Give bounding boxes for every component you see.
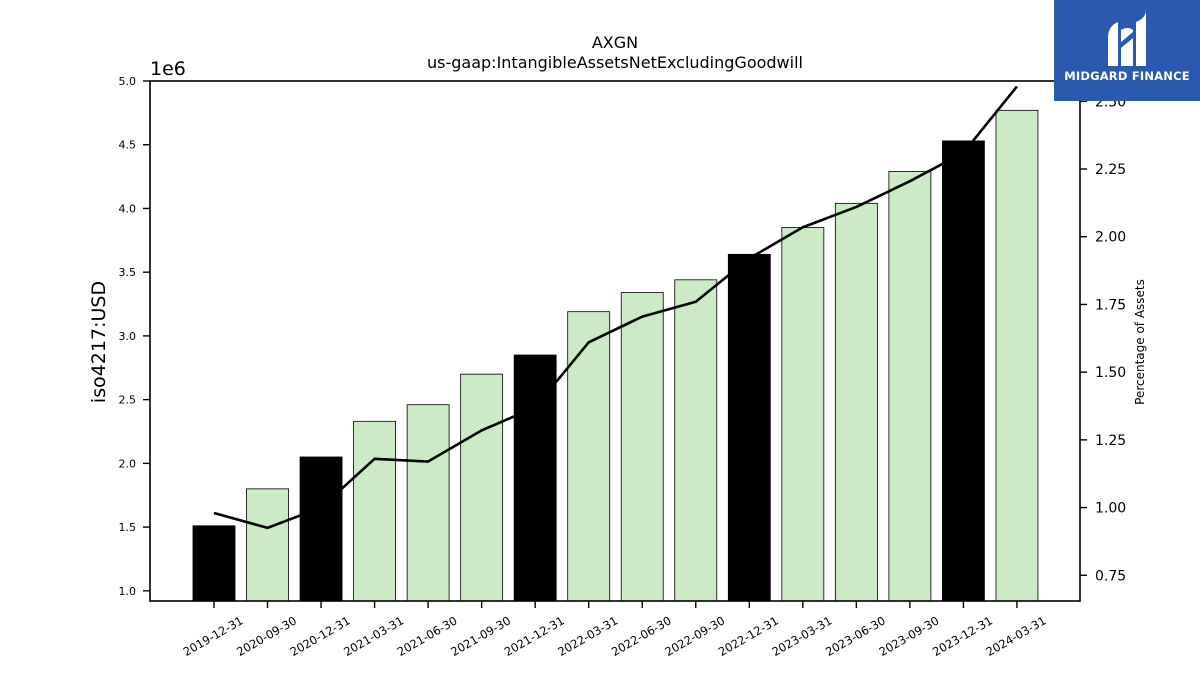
y-tick-label: 2.0 [119,457,137,470]
x-tick-label: 2019-12-31 [181,613,246,659]
bar [620,292,664,602]
percentage-line-group [213,85,1018,530]
bar [888,171,932,602]
bar [781,227,825,602]
y-tick-label: 1.0 [119,585,137,598]
y-axis-label: iso4217:USD [88,281,110,403]
bar [406,404,450,602]
y-offset-text: 1e6 [150,58,186,80]
bar [942,140,985,602]
y2-tick-label: 0.75 [1095,568,1126,584]
bar [353,420,396,602]
x-tick-label: 2021-12-31 [502,613,567,659]
bar [567,311,611,602]
plot-frame [149,80,1081,602]
midgard-logo-icon [1108,10,1146,66]
bars-group [192,109,1039,602]
bar [460,373,504,602]
chart-subtitle: us-gaap:IntangibleAssetsNetExcludingGood… [427,53,803,72]
y-tick-label: 4.5 [119,139,137,152]
y-tick-label: 1.5 [119,521,137,534]
y2-tick-label: 1.75 [1095,297,1126,313]
bar [674,279,718,602]
y2-tick-label: 1.00 [1095,501,1126,517]
bar [727,253,771,602]
x-tick-label: 2023-09-30 [877,613,942,659]
x-tick-label: 2021-09-30 [448,613,513,659]
x-tick-label: 2024-03-31 [984,613,1049,659]
chart-title: AXGN [592,33,638,52]
brand-logo: MIDGARD FINANCE [1054,0,1200,101]
bar [192,525,236,602]
brand-logo-text: MIDGARD FINANCE [1064,69,1190,83]
x-tick-label: 2023-12-31 [930,613,995,659]
y-tick-label: 3.5 [119,266,137,279]
x-tick-label: 2020-09-30 [234,613,299,659]
y-tick-label: 2.5 [119,394,137,407]
y2-tick-label: 1.50 [1095,365,1126,381]
x-tick-label: 2021-06-30 [395,613,460,659]
y-tick-label: 5.0 [119,75,137,88]
y-tick-label: 3.0 [119,330,137,343]
bar [246,488,289,602]
percentage-line [213,85,1018,530]
y-tick-label: 4.0 [119,202,137,215]
y2-axis-label: Percentage of Assets [1133,279,1147,405]
x-tick-label: 2022-06-30 [609,613,674,659]
bar [299,456,343,602]
y2-tick-label: 2.00 [1095,230,1126,246]
bar [834,202,878,602]
x-tick-label: 2021-03-31 [341,613,406,659]
bar [995,109,1039,602]
bar [513,354,557,602]
x-tick-label: 2020-12-31 [288,613,353,659]
y2-tick-label: 2.25 [1095,162,1126,178]
x-tick-label: 2022-12-31 [716,613,781,659]
x-tick-label: 2023-03-31 [769,613,834,659]
x-tick-label: 2023-06-30 [823,613,888,659]
x-tick-label: 2022-09-30 [662,613,727,659]
x-tick-label: 2022-03-31 [555,613,620,659]
y2-tick-label: 1.25 [1095,433,1126,449]
